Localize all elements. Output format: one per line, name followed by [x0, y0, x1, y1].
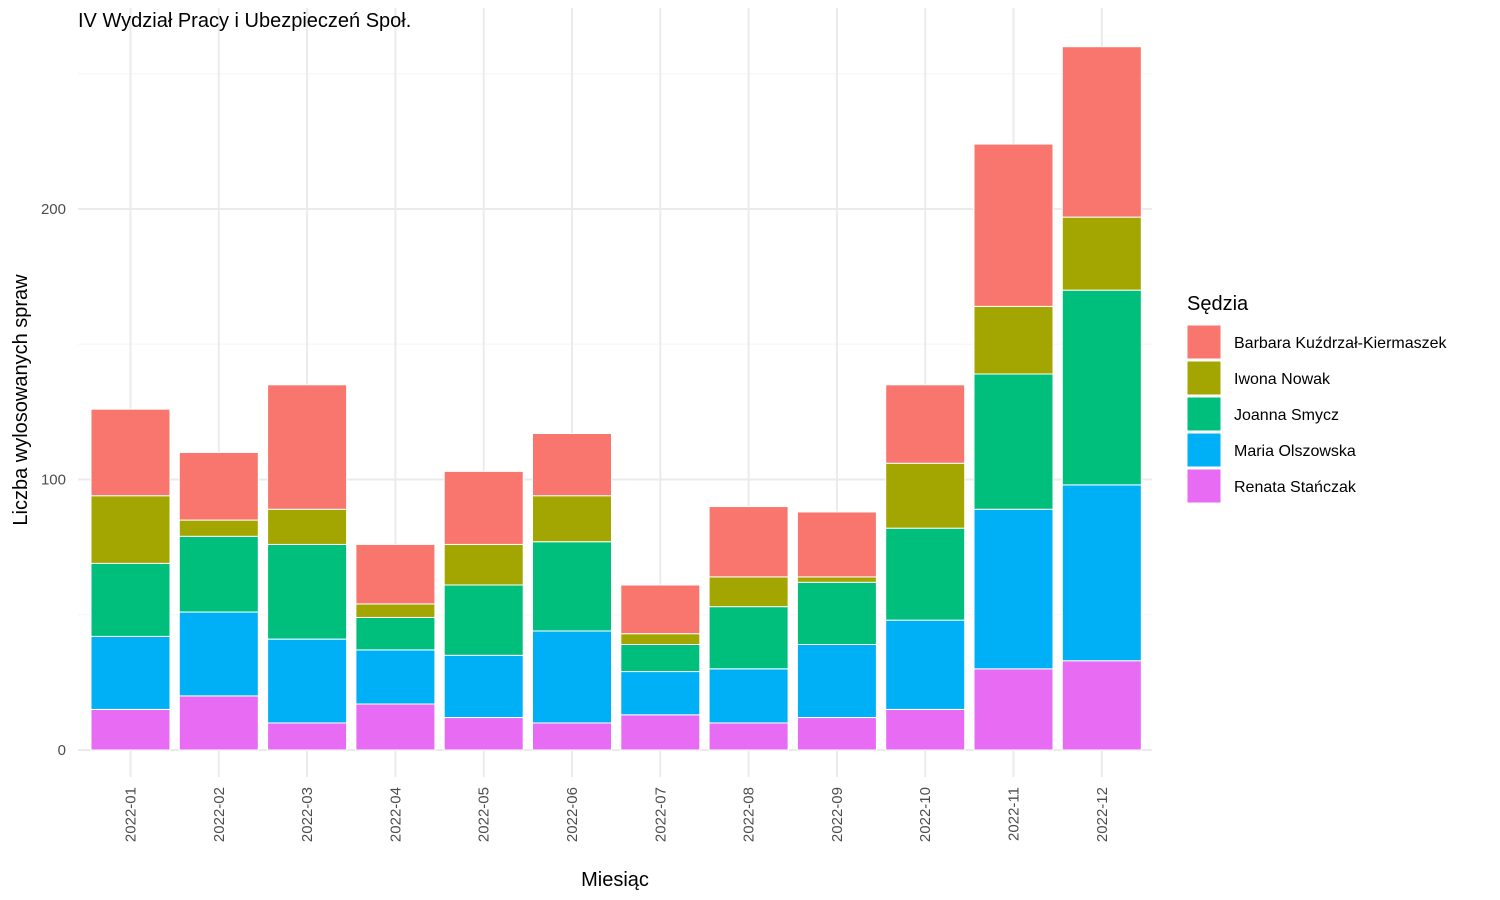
- bar-segment: [885, 527, 966, 621]
- bar-segment: [90, 408, 171, 497]
- bar-segment: [973, 373, 1054, 510]
- bar-segment: [708, 506, 789, 578]
- bar-segment: [885, 619, 966, 710]
- bar-segment: [620, 671, 701, 716]
- y-axis-title: Liczba wylosowanych spraw: [10, 274, 32, 526]
- bar-segment: [355, 649, 436, 705]
- bar-segment: [620, 633, 701, 646]
- bar-segment: [90, 495, 171, 564]
- bar-segment: [1061, 216, 1142, 291]
- bar-segment: [796, 717, 877, 751]
- bar-segment: [620, 714, 701, 751]
- bar-segment: [885, 384, 966, 464]
- x-tick-label: 2022-12: [1094, 787, 1111, 842]
- x-tick-label: 2022-06: [564, 787, 581, 842]
- bar-segment: [1061, 484, 1142, 662]
- x-tick-label: 2022-10: [917, 787, 934, 842]
- bar-segment: [443, 470, 524, 545]
- bar-segment: [90, 708, 171, 751]
- bar-segment: [90, 635, 171, 710]
- bar-segment: [796, 644, 877, 719]
- bar-segment: [532, 495, 612, 543]
- bar-segment: [178, 519, 259, 537]
- bar-segment: [973, 143, 1054, 307]
- legend-swatch: [1186, 432, 1222, 468]
- x-tick-label: 2022-04: [387, 787, 404, 842]
- bar-segment: [1061, 289, 1142, 486]
- bar-segment: [708, 576, 789, 608]
- legend-title: Sędzia: [1187, 293, 1249, 315]
- bar-segment: [532, 722, 612, 751]
- bar-segment: [355, 616, 436, 651]
- bar-segment: [620, 584, 701, 635]
- legend-items: Barbara Kuźdrzał-Kiermaszek Iwona Nowak Jo…: [1186, 324, 1448, 504]
- legend: Sędzia Barbara Kuźdrzał-Kiermaszek Iwona …: [1186, 293, 1448, 504]
- legend-swatch: [1186, 468, 1222, 504]
- bar-segment: [1061, 660, 1142, 751]
- legend-swatch: [1186, 324, 1222, 360]
- bar-segment: [267, 384, 348, 510]
- bar-segment: [178, 695, 259, 751]
- x-tick-label: 2022-11: [1006, 787, 1023, 841]
- x-axis-ticks: 2022-01 2022-02 2022-03 2022-04 2022-05 2022-…: [123, 787, 1111, 842]
- bar-segment: [973, 305, 1054, 375]
- y-tick-label: 0: [58, 742, 66, 759]
- bar-segment: [973, 668, 1054, 751]
- bar-segment: [620, 644, 701, 673]
- bar-segment: [708, 606, 789, 670]
- legend-label: Iwona Nowak: [1234, 371, 1331, 388]
- legend-swatch: [1186, 360, 1222, 396]
- bar-segment: [532, 630, 612, 724]
- x-tick-label: 2022-08: [741, 787, 758, 842]
- legend-label: Maria Olszowska: [1234, 443, 1356, 460]
- bar-segment: [532, 433, 612, 497]
- x-axis-title: Miesiąc: [581, 869, 649, 891]
- bar-segment: [178, 451, 259, 521]
- chart-title: IV Wydział Pracy i Ubezpieczeń Społ.: [78, 10, 411, 32]
- bar-segment: [443, 584, 524, 656]
- bar-segment: [796, 576, 877, 583]
- bar-segment: [885, 462, 966, 529]
- bar-segment: [267, 508, 348, 545]
- bar-segment: [267, 638, 348, 724]
- bar-segment: [355, 703, 436, 751]
- bar-segment: [355, 543, 436, 605]
- x-tick-label: 2022-09: [829, 787, 846, 842]
- bars-layer: [90, 46, 1142, 751]
- y-tick-label: 200: [41, 201, 66, 218]
- y-axis-ticks: 0 100 200: [41, 201, 66, 759]
- y-tick-label: 100: [41, 472, 66, 489]
- bar-segment: [178, 611, 259, 697]
- x-tick-label: 2022-05: [476, 787, 493, 842]
- x-tick-label: 2022-01: [123, 787, 140, 842]
- legend-label: Joanna Smycz: [1234, 407, 1339, 424]
- bar-segment: [796, 581, 877, 646]
- bar-segment: [885, 708, 966, 751]
- x-tick-label: 2022-07: [652, 787, 669, 842]
- bar-segment: [708, 722, 789, 751]
- bar-segment: [355, 603, 436, 618]
- bar-segment: [1061, 46, 1142, 218]
- legend-label: Renata Stańczak: [1234, 479, 1357, 496]
- legend-label: Barbara Kuźdrzał-Kiermaszek: [1234, 335, 1448, 352]
- bar-segment: [267, 543, 348, 640]
- bar-segment: [443, 543, 524, 586]
- bar-segment: [796, 511, 877, 578]
- bar-segment: [443, 654, 524, 719]
- x-tick-label: 2022-03: [299, 787, 316, 842]
- bar-segment: [267, 722, 348, 751]
- bar-segment: [90, 562, 171, 637]
- bar-segment: [708, 668, 789, 724]
- x-tick-label: 2022-02: [211, 787, 228, 842]
- bar-segment: [973, 508, 1054, 670]
- bar-segment: [443, 717, 524, 751]
- legend-swatch: [1186, 396, 1222, 432]
- bar-segment: [532, 541, 612, 632]
- bar-segment: [178, 535, 259, 613]
